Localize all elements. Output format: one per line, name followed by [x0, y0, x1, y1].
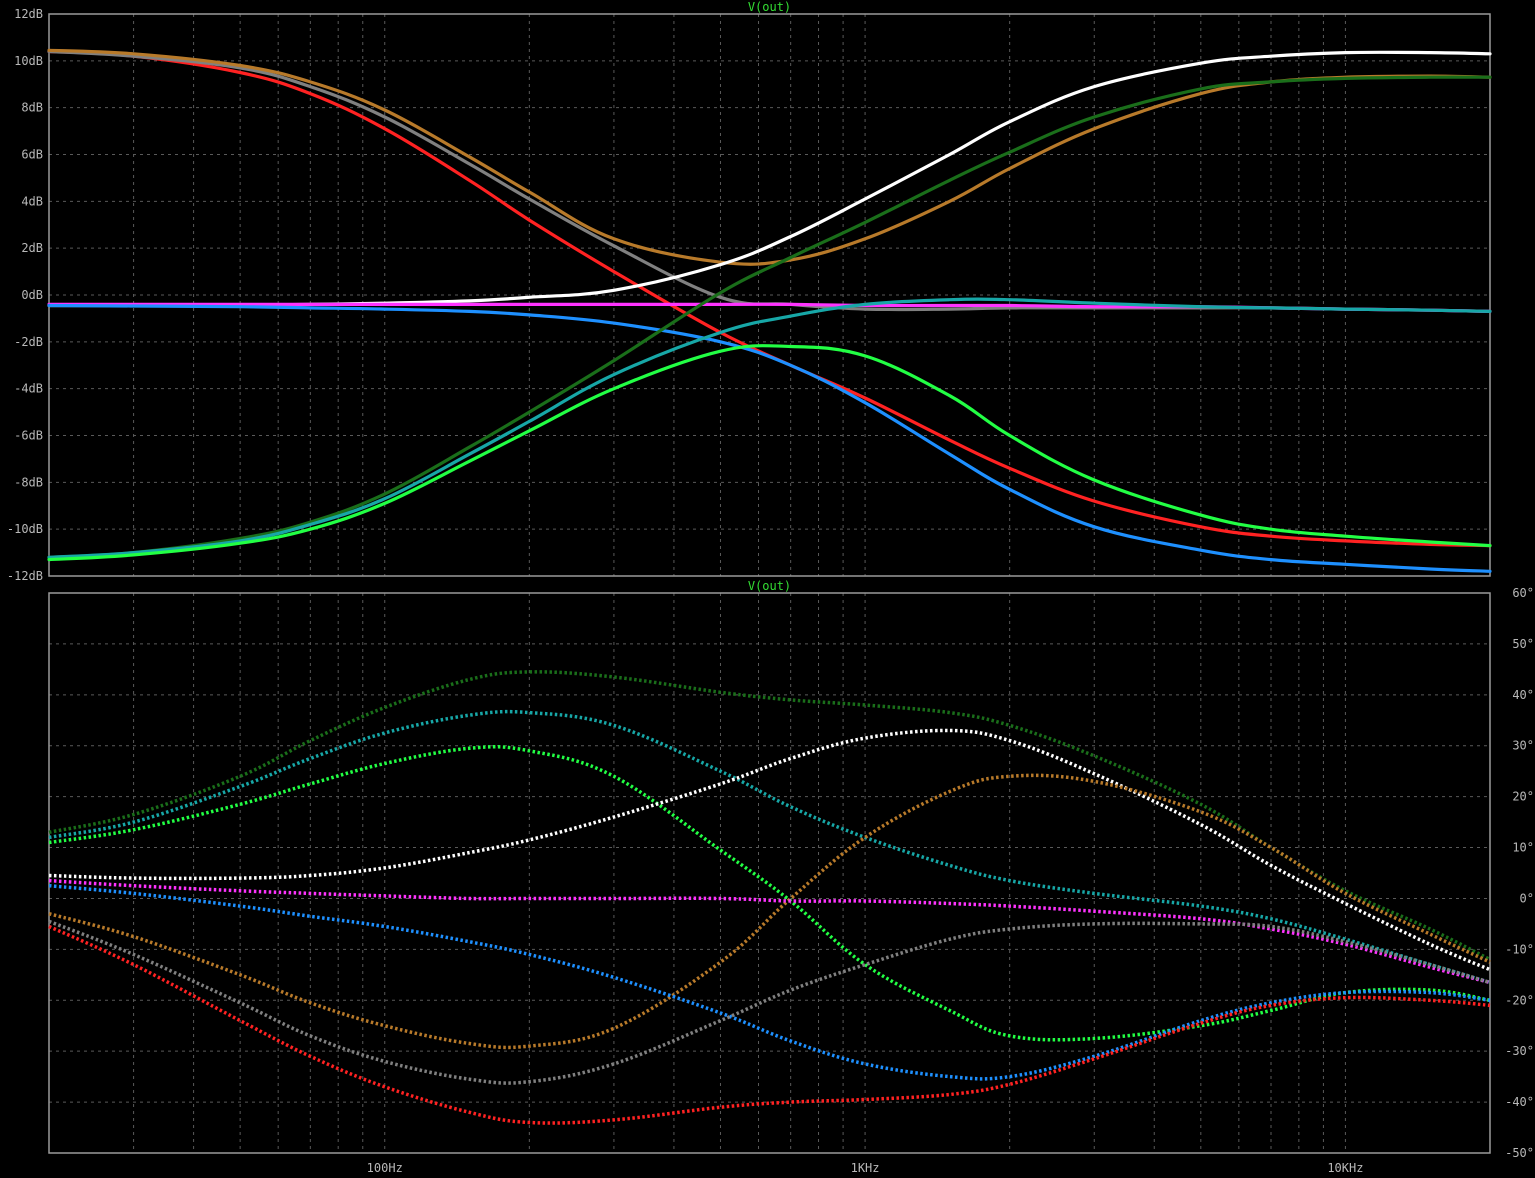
y-tick-label: 40°: [1512, 688, 1534, 702]
y-tick-label: -30°: [1505, 1044, 1534, 1058]
magnitude-series-1: [47, 49, 1492, 548]
y-tick-label: 10dB: [14, 54, 43, 68]
chart-title: V(out): [748, 579, 791, 593]
y-tick-label: 0dB: [21, 288, 43, 302]
y-tick-label: -50°: [1505, 1146, 1534, 1160]
chart-title: V(out): [748, 0, 791, 14]
y-tick-label: 6dB: [21, 148, 43, 162]
y-tick-label: -12dB: [7, 569, 43, 583]
y-tick-label: 2dB: [21, 241, 43, 255]
series-group: [48, 670, 1491, 1125]
magnitude-series-2: [47, 49, 1492, 313]
grid: [49, 14, 1490, 576]
y-axis: 12dB 10dB 8dB 6dB 4dB 2dB 0dB -2dB -4dB -6dB -8dB -…: [7, 7, 43, 583]
magnitude-series-8: [47, 297, 1492, 559]
x-axis: 100Hz 1KHz 10KHz: [367, 1161, 1364, 1175]
x-tick-label: 10KHz: [1327, 1161, 1363, 1175]
magnitude-panel: 12dB 10dB 8dB 6dB 4dB 2dB 0dB -2dB -4dB -6dB -8dB -…: [7, 0, 1492, 583]
y-tick-label: 30°: [1512, 739, 1534, 753]
x-tick-label: 1KHz: [851, 1161, 880, 1175]
phase-series-3: [48, 745, 1491, 1042]
y-tick-label: -40°: [1505, 1095, 1534, 1109]
plot-frame: [48, 592, 1491, 1154]
y-tick-label: -10°: [1505, 942, 1534, 956]
phase-series-6: [48, 878, 1491, 985]
grid: [49, 593, 1490, 1153]
magnitude-series-9: [47, 344, 1492, 562]
phase-series-2: [48, 709, 1491, 985]
y-tick-label: -8dB: [14, 475, 43, 489]
y-tick-label: -4dB: [14, 382, 43, 396]
y-tick-label: -6dB: [14, 429, 43, 443]
x-tick-label: 100Hz: [367, 1161, 403, 1175]
phase-panel: 60° 50° 40° 30° 20° 10° 0° -10° -20° -30° -40° -50°…: [48, 579, 1534, 1175]
magnitude-series-6: [47, 303, 1492, 573]
phase-series-5: [48, 773, 1491, 1050]
y-tick-label: 8dB: [21, 101, 43, 115]
y-tick-label: -20°: [1505, 993, 1534, 1007]
magnitude-series-7: [47, 75, 1492, 559]
y-tick-label: 12dB: [14, 7, 43, 21]
y-tick-label: -10dB: [7, 522, 43, 536]
plot-frame: [48, 13, 1491, 577]
phase-series-7: [48, 883, 1491, 1081]
y-tick-label: 0°: [1520, 891, 1534, 905]
phase-series-9: [48, 924, 1491, 1125]
y-tick-label: 20°: [1512, 790, 1534, 804]
phase-series-4: [48, 728, 1491, 972]
y-tick-label: 50°: [1512, 637, 1534, 651]
y-axis: 60° 50° 40° 30° 20° 10° 0° -10° -20° -30° -40° -50°: [1505, 586, 1534, 1160]
y-tick-label: 4dB: [21, 194, 43, 208]
phase-series-8: [48, 919, 1491, 1085]
y-tick-label: 10°: [1512, 841, 1534, 855]
y-tick-label: 60°: [1512, 586, 1534, 600]
series-group: [47, 48, 1492, 573]
y-tick-label: -2dB: [14, 335, 43, 349]
